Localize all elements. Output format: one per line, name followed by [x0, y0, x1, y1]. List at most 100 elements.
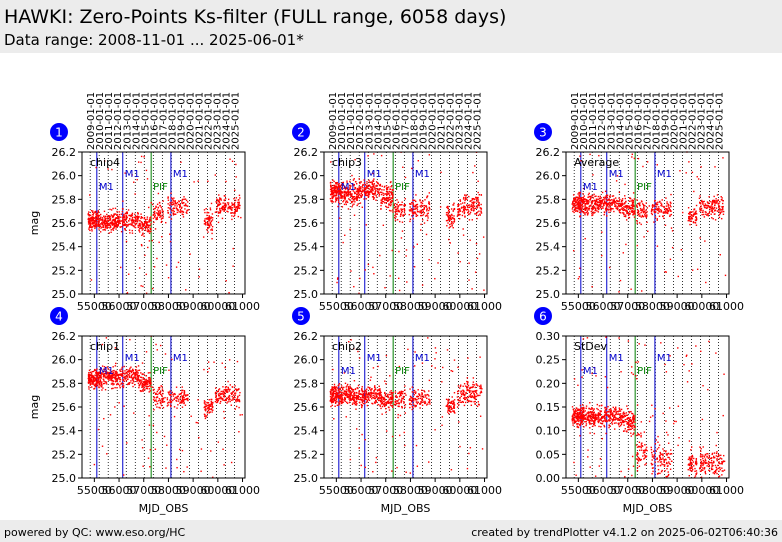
- data-point: [688, 219, 691, 221]
- data-point: [93, 384, 96, 387]
- data-point: [96, 375, 99, 377]
- data-point: [160, 214, 162, 217]
- outlier-point: [165, 264, 168, 266]
- data-point: [90, 210, 93, 212]
- data-point: [345, 186, 347, 189]
- outlier-point: [156, 431, 158, 434]
- outlier-point: [479, 214, 481, 216]
- data-point: [333, 180, 335, 183]
- data-point: [110, 373, 112, 375]
- data-point: [156, 212, 158, 214]
- data-point: [722, 213, 725, 216]
- data-point: [106, 220, 108, 222]
- data-point: [350, 393, 352, 395]
- outlier-point: [164, 396, 166, 399]
- data-point: [409, 220, 411, 223]
- data-point: [333, 390, 335, 392]
- data-point: [225, 205, 227, 207]
- data-point: [344, 398, 347, 401]
- data-point: [660, 204, 662, 207]
- data-point: [393, 217, 396, 219]
- data-point: [331, 200, 333, 202]
- data-point: [479, 207, 481, 209]
- data-point: [711, 203, 713, 205]
- data-point: [414, 212, 417, 214]
- data-point: [106, 217, 109, 220]
- data-point: [110, 383, 113, 385]
- data-point: [640, 211, 642, 214]
- data-point: [370, 189, 372, 191]
- outlier-point: [428, 154, 431, 156]
- data-point: [329, 188, 332, 191]
- data-point: [116, 225, 119, 227]
- data-point: [604, 202, 606, 204]
- data-point: [148, 391, 150, 393]
- data-point: [139, 224, 142, 226]
- outlier-point: [224, 366, 226, 369]
- data-point: [222, 394, 225, 396]
- data-point: [371, 183, 374, 186]
- data-point: [141, 217, 143, 219]
- data-point: [352, 196, 355, 198]
- outlier-point: [669, 258, 672, 261]
- data-point: [477, 196, 479, 199]
- x-tick-label: 58000: [393, 300, 428, 313]
- outlier-point: [469, 239, 471, 241]
- data-point: [171, 198, 174, 200]
- outlier-point: [165, 467, 167, 469]
- data-point: [332, 195, 335, 198]
- data-point: [374, 402, 376, 405]
- outlier-point: [152, 424, 155, 427]
- outlier-point: [134, 193, 136, 195]
- data-point: [123, 380, 126, 382]
- data-point: [92, 370, 95, 373]
- date-label: 2011-01-01: [346, 92, 357, 150]
- data-point: [338, 183, 340, 185]
- data-point: [233, 215, 235, 218]
- data-point: [227, 206, 229, 209]
- data-point: [182, 211, 185, 213]
- outlier-point: [577, 277, 580, 280]
- data-point: [358, 178, 360, 180]
- data-point: [95, 217, 97, 219]
- data-point: [114, 213, 117, 215]
- data-point: [596, 202, 599, 204]
- data-point: [160, 404, 163, 407]
- data-point: [409, 206, 411, 208]
- data-point: [153, 210, 156, 213]
- data-point: [377, 392, 379, 395]
- outlier-point: [705, 281, 707, 284]
- data-point: [476, 217, 478, 220]
- data-point: [373, 194, 375, 196]
- data-point: [102, 224, 105, 226]
- data-point: [667, 205, 669, 207]
- data-point: [332, 392, 335, 395]
- data-point: [614, 205, 617, 207]
- data-point: [601, 200, 603, 203]
- data-point: [421, 202, 424, 205]
- data-point: [337, 384, 339, 387]
- data-point: [167, 210, 169, 212]
- data-point: [98, 225, 100, 227]
- data-point: [703, 205, 705, 207]
- data-point: [367, 190, 369, 192]
- outlier-point: [151, 287, 154, 290]
- data-point: [116, 374, 118, 376]
- data-point: [653, 209, 656, 211]
- data-point: [100, 217, 102, 219]
- data-point: [137, 376, 140, 378]
- data-point: [723, 210, 725, 213]
- data-point: [394, 210, 396, 213]
- data-point: [584, 212, 586, 214]
- x-tick-label: 60000: [684, 300, 719, 313]
- data-point: [145, 385, 147, 388]
- data-point: [341, 399, 343, 402]
- data-point: [204, 401, 206, 403]
- outlier-point: [421, 284, 424, 286]
- data-point: [603, 198, 605, 201]
- data-point: [373, 401, 376, 403]
- data-point: [215, 201, 217, 203]
- data-point: [139, 231, 141, 233]
- outlier-point: [656, 245, 659, 247]
- data-point: [401, 221, 404, 223]
